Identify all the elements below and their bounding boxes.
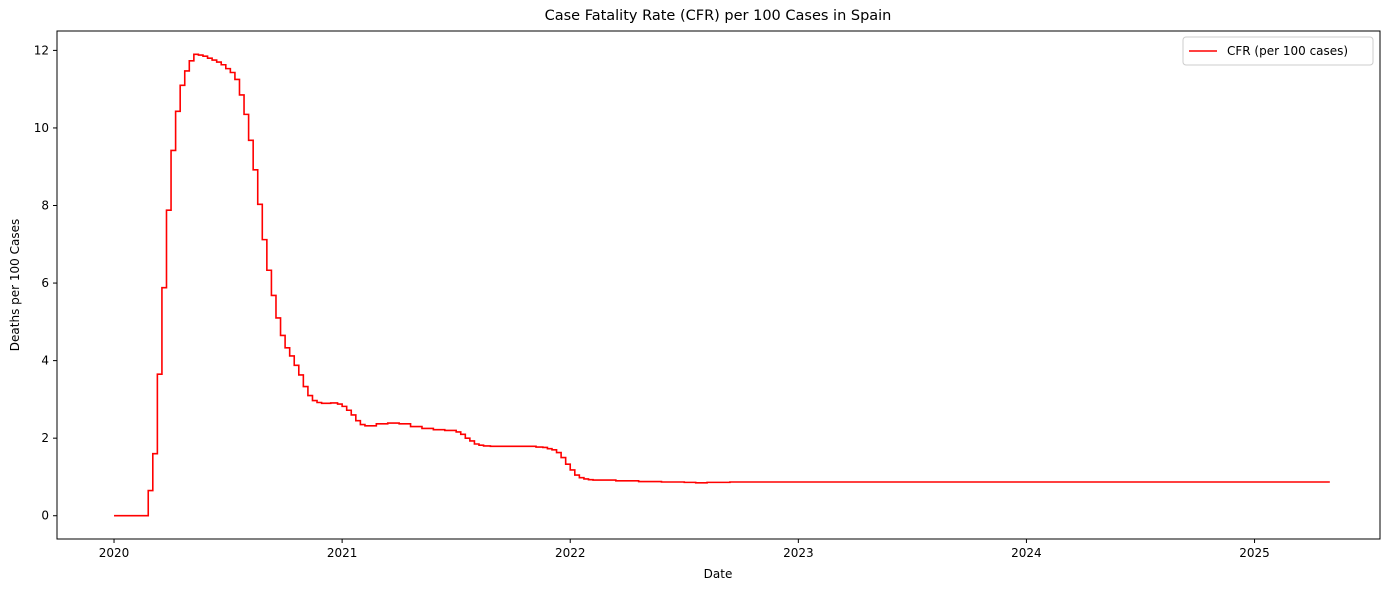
chart-title: Case Fatality Rate (CFR) per 100 Cases i…: [545, 8, 892, 24]
y-tick-label: 0: [41, 509, 49, 523]
x-tick-label: 2023: [783, 546, 814, 560]
x-tick-label: 2021: [327, 546, 358, 560]
series-line-cfr: [114, 53, 1330, 517]
y-tick-label: 10: [34, 121, 49, 135]
y-tick-label: 12: [34, 43, 49, 57]
x-tick-label: 2020: [99, 546, 130, 560]
x-tick-label: 2025: [1239, 546, 1270, 560]
x-tick-label: 2024: [1011, 546, 1042, 560]
legend-label-cfr: CFR (per 100 cases): [1227, 44, 1348, 58]
y-tick-label: 8: [41, 199, 49, 213]
legend: CFR (per 100 cases): [1182, 36, 1374, 66]
y-tick-label: 6: [41, 276, 49, 290]
y-tick-label: 4: [41, 354, 49, 368]
y-tick-label: 2: [41, 431, 49, 445]
x-axis-ticks: 2020 2021 2022 2023 2024 2025: [99, 539, 1270, 560]
plot-area-frame: [56, 30, 1381, 540]
legend-box: [1182, 36, 1374, 66]
y-axis-title: Deaths per 100 Cases: [8, 219, 22, 351]
x-tick-label: 2022: [555, 546, 586, 560]
x-axis-title: Date: [704, 567, 733, 581]
y-axis-ticks: 0 2 4 6 8 10 12: [34, 43, 57, 523]
series-layer: [114, 53, 1330, 517]
